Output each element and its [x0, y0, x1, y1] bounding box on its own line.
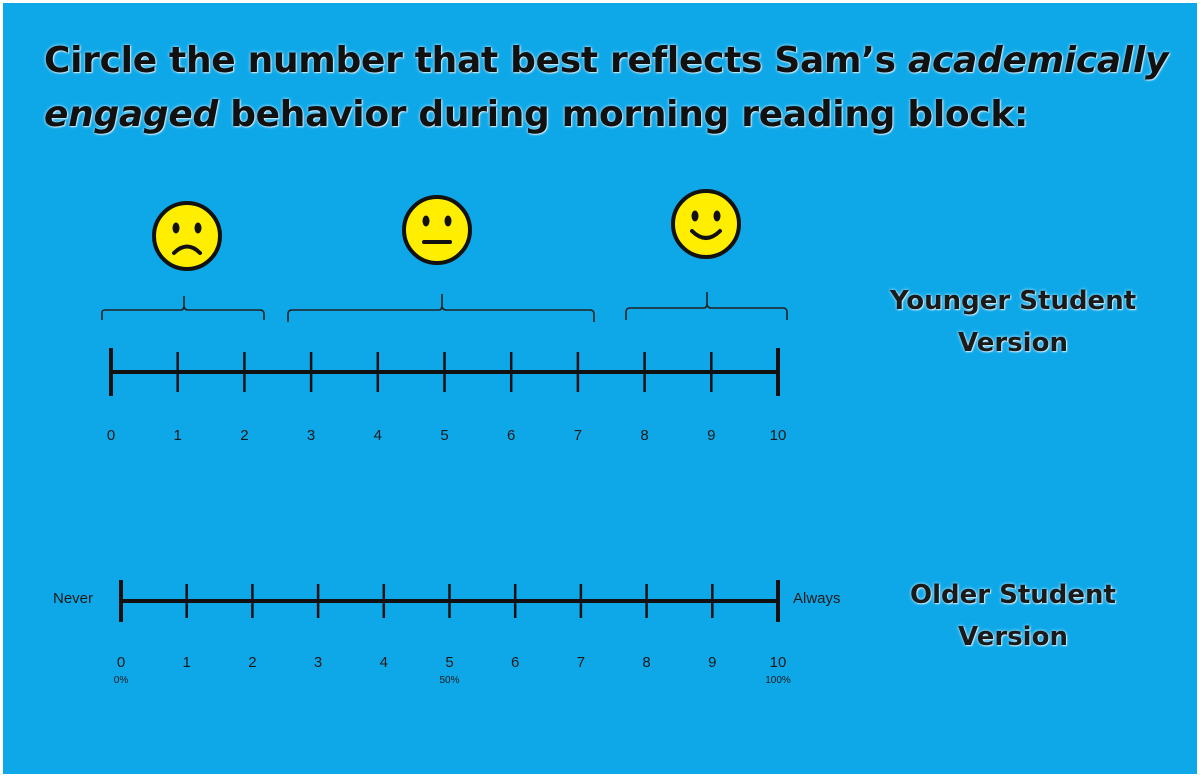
younger-number-0[interactable]: 0: [107, 427, 115, 444]
older-number-8[interactable]: 8: [642, 654, 650, 671]
younger-number-7[interactable]: 7: [574, 427, 582, 444]
younger-number-6[interactable]: 6: [507, 427, 515, 444]
older-number-0[interactable]: 0: [117, 654, 125, 671]
never-label: Never: [53, 590, 93, 607]
older-number-10[interactable]: 10: [770, 654, 787, 671]
sad-face-icon: [152, 201, 222, 271]
always-label: Always: [793, 590, 841, 607]
younger-number-8[interactable]: 8: [640, 427, 648, 444]
older-number-9[interactable]: 9: [708, 654, 716, 671]
younger-version-label: Younger Student Version: [868, 280, 1158, 364]
older-number-2[interactable]: 2: [248, 654, 256, 671]
younger-number-line: 0 1 2 3 4 5 6 7 8 9 10: [107, 348, 787, 444]
younger-label-line1: Younger Student: [889, 286, 1137, 316]
bracket-8-10: [625, 292, 788, 320]
younger-number-10[interactable]: 10: [770, 427, 787, 444]
younger-number-9[interactable]: 9: [707, 427, 715, 444]
older-number-6[interactable]: 6: [511, 654, 519, 671]
older-number-3[interactable]: 3: [314, 654, 322, 671]
older-percent-10: 100%: [765, 675, 791, 686]
older-percent-5: 50%: [439, 675, 459, 686]
older-number-5[interactable]: 5: [445, 654, 453, 671]
older-number-line: 0 1 2 3 4 5 6 7 8 9 100% 50% 100%: [114, 580, 791, 686]
younger-label-line2: Version: [958, 328, 1068, 358]
happy-face-icon: [671, 189, 741, 259]
older-version-label: Older Student Version: [868, 574, 1158, 658]
younger-number-3[interactable]: 3: [307, 427, 315, 444]
younger-number-5[interactable]: 5: [440, 427, 448, 444]
instruction-title: Circle the number that best reflects Sam…: [44, 34, 1184, 142]
younger-number-2[interactable]: 2: [240, 427, 248, 444]
neutral-face-icon: [402, 195, 472, 265]
older-percent-0: 0%: [114, 675, 129, 686]
older-number-7[interactable]: 7: [577, 654, 585, 671]
bracket-0-2: [101, 296, 265, 320]
bracket-3-7: [287, 294, 595, 322]
older-label-line2: Version: [958, 622, 1068, 652]
title-text-1: Circle the number that best reflects Sam…: [44, 40, 908, 81]
title-italic-engaged: engaged: [44, 94, 218, 135]
younger-number-1[interactable]: 1: [174, 427, 182, 444]
younger-number-4[interactable]: 4: [374, 427, 382, 444]
older-label-line1: Older Student: [910, 580, 1116, 610]
older-number-1[interactable]: 1: [183, 654, 191, 671]
older-number-4[interactable]: 4: [380, 654, 388, 671]
title-text-2: behavior during morning reading block:: [217, 94, 1029, 135]
title-italic-academically: academically: [907, 40, 1169, 81]
